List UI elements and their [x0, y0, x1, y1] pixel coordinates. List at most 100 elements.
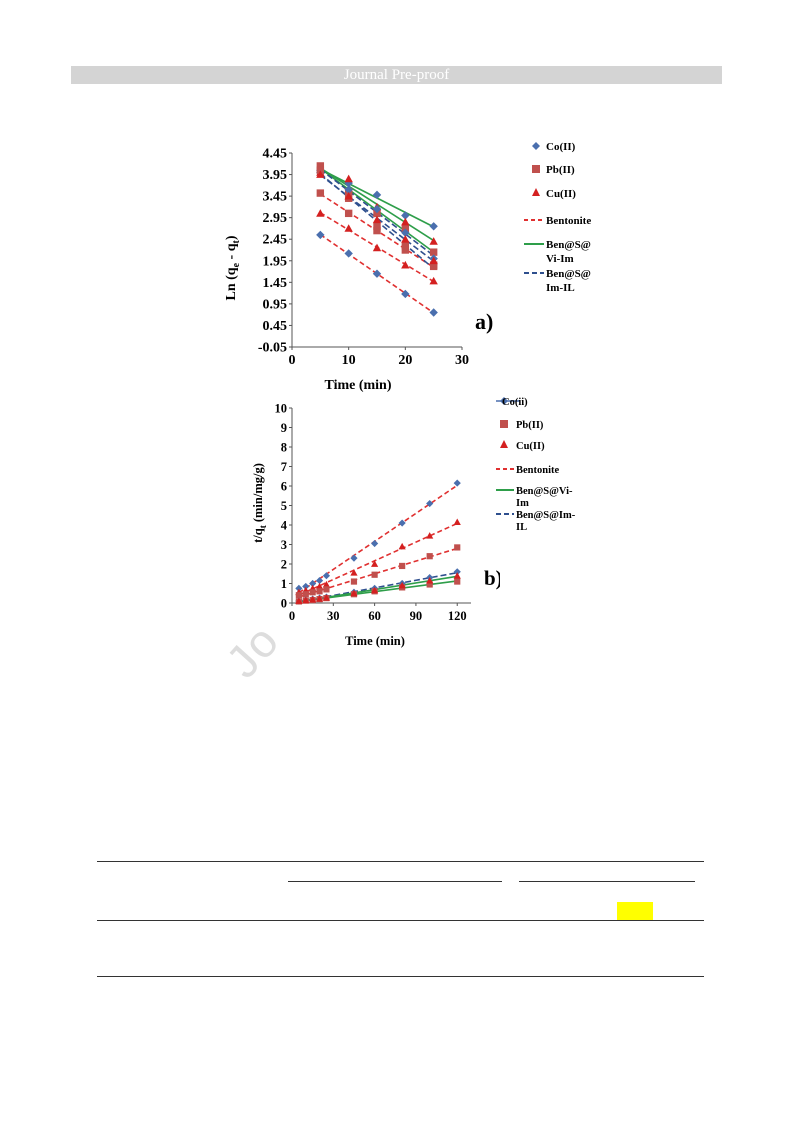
b-ytick-label: 0	[281, 597, 287, 611]
b-data-point	[454, 544, 461, 551]
b-data-point	[295, 592, 302, 599]
b-ytick-label: 6	[281, 480, 287, 494]
svg-text:t/qt (min/mg/g): t/qt (min/mg/g)	[251, 463, 268, 543]
a-ytick-label: 1.45	[263, 276, 288, 291]
b-data-point	[426, 576, 434, 584]
legend-b-pb-label: Pb(II)	[516, 420, 544, 431]
b-ytick-label: 1	[281, 577, 287, 591]
b-xtick-label: 30	[327, 609, 340, 623]
figure-b-xlabel: Time (min)	[345, 634, 405, 648]
legend-b-im-label-1: Ben@S@Im-	[516, 510, 576, 521]
legend-b-bentonite-label: Bentonite	[516, 465, 560, 476]
a-data-point	[344, 224, 353, 232]
b-data-point	[295, 597, 303, 604]
a-data-point	[372, 215, 382, 224]
b-data-point	[322, 580, 331, 588]
b-ytick-label: 9	[281, 421, 287, 435]
table-subheader-rule-2	[519, 881, 695, 882]
b-data-point	[453, 479, 461, 487]
a-data-point	[344, 209, 353, 218]
b-data-point	[398, 542, 406, 550]
a-data-point	[429, 256, 438, 265]
a-data-point	[401, 224, 410, 233]
a-data-point	[372, 243, 382, 252]
b-data-point	[322, 594, 331, 601]
a-data-point	[401, 246, 410, 254]
journal-header-text: Journal Pre-proof	[343, 67, 450, 83]
b-data-point	[426, 532, 434, 539]
b-data-point	[426, 553, 433, 560]
b-xtick-label: 0	[289, 609, 295, 623]
b-data-point	[350, 578, 358, 585]
a-ytick-label: 0.45	[263, 319, 288, 334]
b-data-point	[371, 571, 378, 578]
a-data-point	[401, 289, 410, 299]
a-ytick-label: -0.05	[258, 341, 287, 356]
legend-im-label-1: Ben@S@	[546, 268, 591, 280]
a-data-point	[373, 209, 381, 218]
b-ytick-label: 4	[281, 519, 288, 533]
legend-vi-label-1: Ben@S@	[546, 239, 591, 251]
b-xtick-label: 120	[448, 609, 467, 623]
b-data-point	[316, 588, 323, 595]
a-ytick-label: 3.95	[263, 168, 288, 183]
a-xtick-label: 30	[455, 353, 469, 368]
a-data-point	[316, 166, 325, 174]
a-xtick-label: 0	[289, 353, 296, 368]
legend-b-vi-label-2: Im	[516, 498, 529, 509]
table-bottom-rule	[97, 976, 704, 977]
a-xtick-label: 20	[398, 353, 412, 368]
a-data-point	[429, 261, 438, 269]
a-ytick-label: 0.95	[263, 297, 288, 312]
a-data-point	[429, 276, 438, 285]
b-data-point	[398, 581, 406, 589]
a-data-point	[401, 241, 410, 250]
b-data-point	[302, 591, 309, 598]
b-data-point	[350, 569, 358, 576]
a-xtick-label: 10	[342, 353, 356, 368]
a-data-point	[344, 174, 353, 183]
b-data-point	[315, 582, 324, 590]
b-data-point	[302, 596, 310, 604]
legend-im-label-2: Im-IL	[546, 282, 575, 294]
legend-b-pb-marker	[500, 420, 508, 428]
a-data-point	[373, 222, 381, 230]
svg-text:Ln (qe - qt): Ln (qe - qt)	[224, 235, 242, 300]
b-data-point	[309, 595, 317, 603]
a-data-point	[401, 217, 410, 226]
legend-b-im-label-2: IL	[516, 522, 527, 533]
figure-b-points	[295, 479, 461, 605]
figure-b-legend: Co(ii) Pb(II) Cu(II) Bentonite Ben@S@Vi-…	[496, 397, 576, 533]
b-data-point	[371, 539, 379, 548]
a-data-point	[344, 185, 353, 194]
figure-a-fit-lines	[319, 167, 435, 314]
figure-a-axes: 4.45 3.95 3.45 2.95 2.45 1.95 1.45 0.95 0.45 -0.0…	[258, 147, 469, 369]
a-ytick-label: 1.95	[263, 254, 288, 269]
legend-b-co-marker	[500, 397, 508, 405]
figure-a-xlabel: Time (min)	[324, 378, 391, 392]
table-top-rule	[97, 861, 704, 862]
b-xtick-label: 90	[410, 609, 423, 623]
figure-a-points	[316, 162, 438, 317]
b-ytick-label: 7	[281, 460, 287, 474]
legend-b-vi-label-1: Ben@S@Vi-	[516, 486, 573, 497]
legend-b-cu-label: Cu(II)	[516, 441, 545, 452]
a-data-point	[401, 260, 410, 269]
b-data-point	[350, 589, 358, 597]
a-data-point	[401, 235, 410, 243]
a-data-point	[344, 249, 353, 258]
figure-b-ylabel: t/qt (min/mg/g)	[251, 463, 268, 543]
a-ytick-label: 2.95	[263, 211, 288, 226]
b-data-point	[350, 554, 358, 562]
b-ytick-label: 3	[281, 538, 287, 552]
table-header-rule	[97, 920, 704, 921]
a-fit-line	[319, 174, 435, 262]
b-data-point	[454, 578, 461, 585]
legend-pb-label: Pb(II)	[546, 164, 575, 176]
figure-a-chart: 4.45 3.95 3.45 2.95 2.45 1.95 1.45 0.95 0.45 -0.0…	[224, 147, 493, 393]
b-ytick-label: 8	[281, 441, 287, 455]
a-data-point	[316, 162, 325, 170]
figure-b-panel-label: b)	[484, 566, 500, 590]
a-ytick-label: 4.45	[263, 147, 288, 162]
